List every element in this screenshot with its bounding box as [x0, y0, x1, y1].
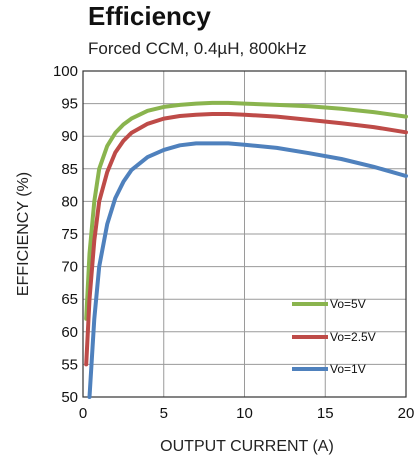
chart-title: Efficiency — [88, 1, 211, 31]
y-tick-label: 60 — [61, 324, 78, 341]
legend-label-2: Vo=1V — [330, 362, 366, 376]
y-tick-label: 55 — [61, 356, 78, 373]
x-tick-label: 15 — [317, 405, 334, 422]
y-tick-label: 85 — [61, 161, 78, 178]
y-tick-label: 95 — [61, 96, 78, 113]
chart-subtitle: Forced CCM, 0.4µH, 800kHz — [88, 39, 307, 58]
x-tick-label: 10 — [236, 405, 253, 422]
y-tick-label: 75 — [61, 226, 78, 243]
legend-label-1: Vo=2.5V — [330, 330, 376, 344]
series-line-1 — [84, 112, 408, 367]
y-tick-label: 65 — [61, 291, 78, 308]
x-axis-label: OUTPUT CURRENT (A) — [160, 438, 334, 455]
x-tick-label: 20 — [398, 405, 415, 422]
legend: Vo=5V Vo=2.5V Vo=1V — [292, 297, 376, 376]
plot-frame — [82, 70, 407, 398]
x-tick-label: 0 — [79, 405, 87, 422]
x-tick-labels: 0 5 10 15 20 — [79, 405, 415, 422]
y-tick-labels: 50 55 60 65 70 75 80 85 90 95 100 — [53, 63, 78, 406]
y-axis-label: EFFICIENCY (%) — [15, 172, 32, 296]
x-tick-label: 5 — [160, 405, 168, 422]
series-lines — [84, 100, 408, 399]
y-tick-label: 90 — [61, 128, 78, 145]
y-tick-label: 80 — [61, 193, 78, 210]
legend-label-0: Vo=5V — [330, 297, 366, 311]
y-tick-label: 50 — [61, 389, 78, 406]
y-tick-label: 100 — [53, 63, 78, 80]
y-tick-label: 70 — [61, 259, 78, 276]
series-line-0 — [84, 100, 408, 321]
series-line-2 — [87, 141, 408, 399]
